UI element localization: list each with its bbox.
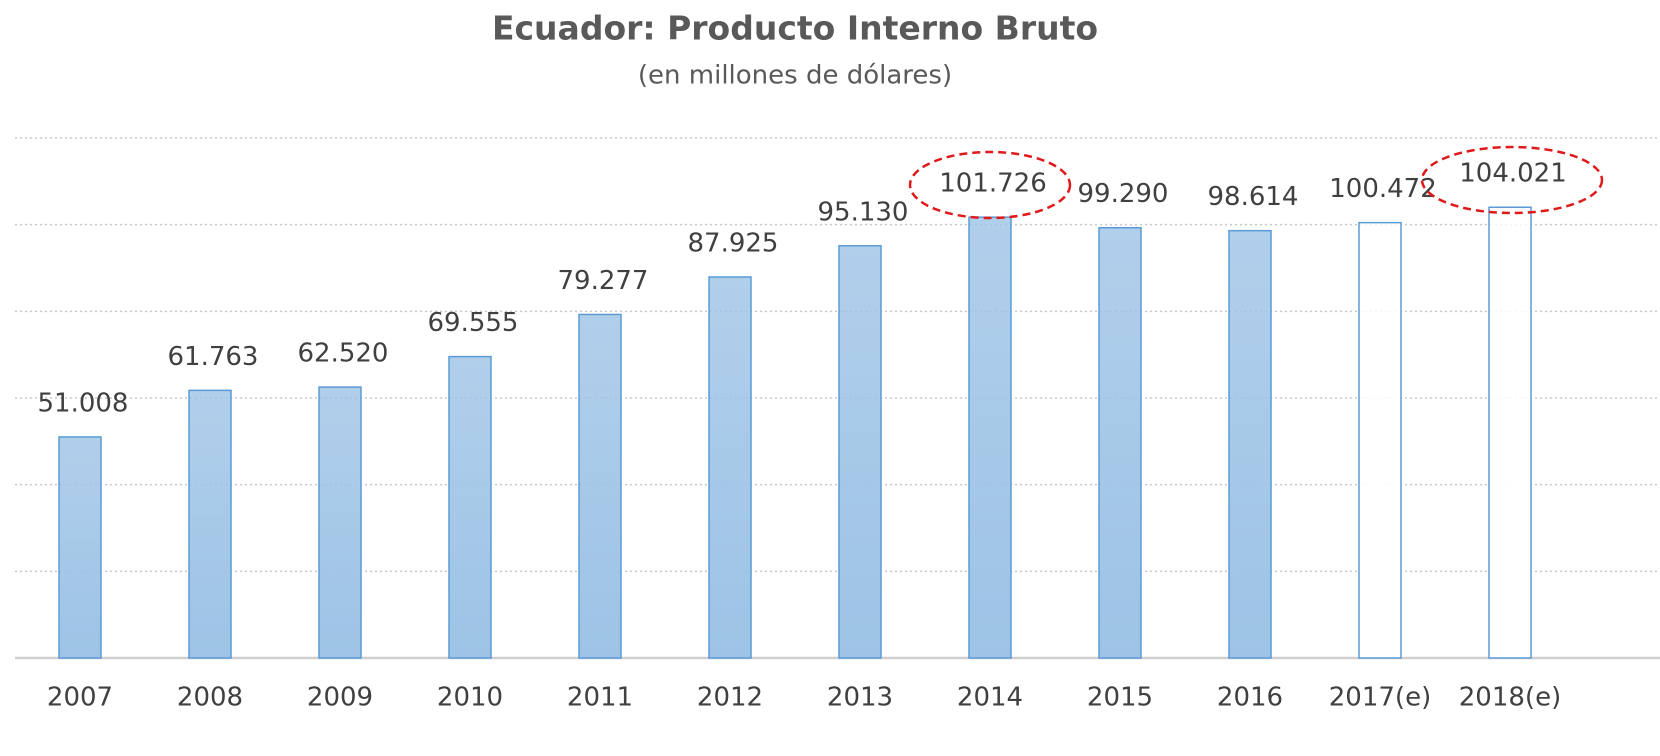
data-label: 61.763: [168, 342, 259, 372]
bar: [58, 436, 102, 659]
data-label: 87.925: [688, 228, 779, 258]
data-label: 100.472: [1329, 174, 1437, 204]
bar: [1488, 206, 1532, 659]
bar: [1228, 229, 1272, 659]
bar: [448, 355, 492, 659]
highlight-ellipse: [908, 150, 1072, 220]
x-tick-label: 2016: [1217, 683, 1283, 713]
bar: [1358, 221, 1402, 659]
bar: [838, 245, 882, 659]
data-label: 101.726: [939, 169, 1047, 199]
chart-title: Ecuador: Producto Interno Bruto: [492, 9, 1098, 48]
data-label: 51.008: [38, 388, 129, 418]
data-label: 79.277: [558, 266, 649, 296]
x-tick-label: 2012: [697, 683, 763, 713]
chart-subtitle: (en millones de dólares): [638, 61, 952, 91]
x-tick-label: 2014: [957, 683, 1023, 713]
x-tick-label: 2009: [307, 683, 373, 713]
data-label: 98.614: [1208, 182, 1299, 212]
x-tick-label: 2008: [177, 683, 243, 713]
bar: [188, 389, 232, 659]
x-tick-label: 2010: [437, 683, 503, 713]
x-tick-label: 2015: [1087, 683, 1153, 713]
data-label: 62.520: [298, 339, 389, 369]
bar: [1098, 226, 1142, 659]
plot-area: 2007 51.008 2008 61.763 2009 62.520 2010 69.555…: [15, 137, 1660, 713]
data-label: 95.130: [818, 197, 909, 227]
x-tick-label: 2011: [567, 683, 633, 713]
x-tick-label: 2018(e): [1459, 683, 1561, 713]
bar: [318, 386, 362, 659]
bar: [708, 276, 752, 659]
x-tick-label: 2013: [827, 683, 893, 713]
bar: [578, 313, 622, 659]
bar: [968, 216, 1012, 659]
data-label: 99.290: [1078, 179, 1169, 209]
x-tick-label: 2007: [47, 683, 113, 713]
data-label: 69.555: [428, 308, 519, 338]
highlight-ellipse: [1420, 145, 1604, 215]
data-label: 104.021: [1459, 159, 1567, 189]
x-tick-label: 2017(e): [1329, 683, 1431, 713]
